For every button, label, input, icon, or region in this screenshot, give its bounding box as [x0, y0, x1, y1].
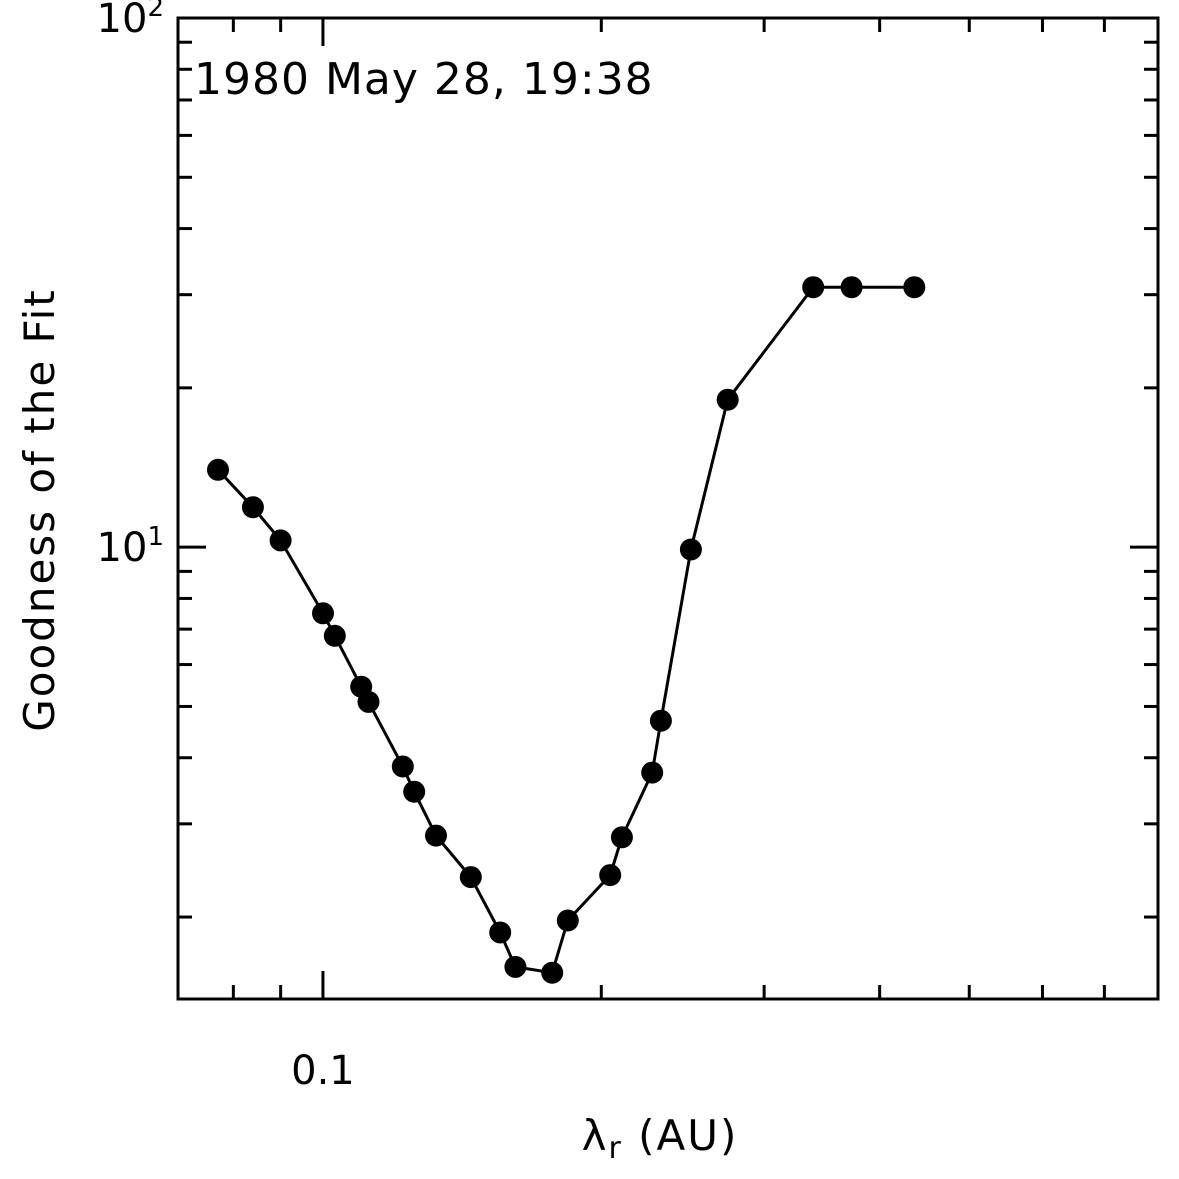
data-point: [649, 709, 672, 732]
data-point: [323, 624, 346, 647]
y-axis-label: Goodness of the Fit: [15, 288, 64, 732]
data-point: [504, 955, 527, 978]
data-point: [391, 755, 414, 778]
data-point: [207, 458, 229, 481]
data-point: [679, 538, 702, 561]
data-point: [241, 496, 264, 519]
data-point: [312, 602, 334, 625]
data-point: [840, 276, 863, 299]
x-axis-label-unit: (AU): [623, 1111, 739, 1160]
data-point: [489, 921, 512, 944]
chart-annotation: 1980 May 28, 19:38: [194, 54, 654, 105]
data-point: [269, 529, 292, 552]
x-tick-label: 0.1: [291, 1048, 355, 1094]
data-point: [903, 276, 926, 299]
data-point: [459, 866, 482, 889]
data-point: [541, 961, 564, 984]
data-point: [425, 824, 447, 847]
x-axis-label-subscript: r: [608, 1131, 622, 1166]
y-tick-label-exponent: 1: [147, 522, 164, 552]
data-point: [403, 780, 426, 803]
data-point: [802, 276, 825, 299]
data-point: [599, 864, 622, 887]
axis-ticks: [178, 18, 1158, 999]
x-axis-label: λr (AU): [582, 1111, 739, 1166]
y-tick-label: 101: [97, 522, 164, 571]
x-axis-label-symbol: λ: [582, 1111, 609, 1160]
data-point: [556, 909, 579, 932]
y-tick-label: 102: [97, 0, 164, 42]
y-tick-label-exponent: 2: [147, 0, 164, 23]
data-point: [716, 388, 739, 411]
y-tick-label-base: 10: [97, 0, 148, 42]
data-point: [357, 690, 380, 713]
plot-frame: [176, 16, 1160, 1001]
data-point: [641, 761, 664, 784]
data-point: [610, 826, 633, 849]
y-tick-label-base: 10: [97, 525, 148, 571]
data-points: [207, 276, 926, 984]
series-line: [216, 285, 915, 975]
